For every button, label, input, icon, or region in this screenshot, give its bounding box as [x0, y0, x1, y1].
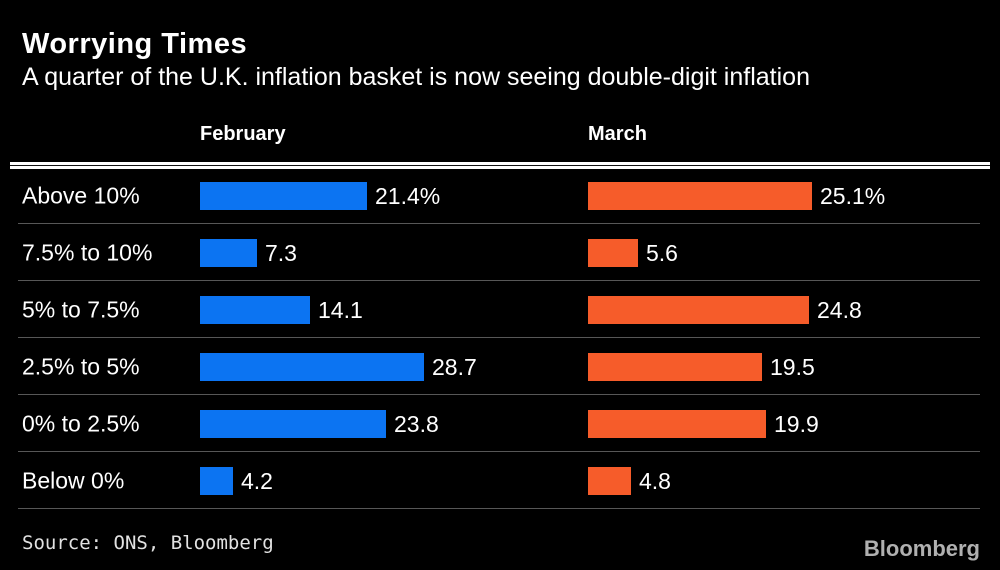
- category-label: 2.5% to 5%: [22, 353, 140, 380]
- category-label: 0% to 2.5%: [22, 410, 140, 437]
- march-value-label: 5.6: [646, 239, 678, 266]
- march-bar-cell: 4.8: [588, 467, 671, 495]
- chart-title: Worrying Times: [22, 28, 248, 60]
- march-bar-cell: 19.5: [588, 353, 815, 381]
- chart-row: Above 10% 21.4% 25.1%: [0, 167, 1000, 224]
- chart-row: 0% to 2.5% 23.8 19.9: [0, 395, 1000, 452]
- chart-row: 5% to 7.5% 14.1 24.8: [0, 281, 1000, 338]
- february-bar-cell: 23.8: [200, 410, 439, 438]
- category-label: Above 10%: [22, 182, 140, 209]
- february-value-label: 14.1: [318, 296, 363, 323]
- february-bar: [200, 239, 257, 267]
- march-bar-cell: 24.8: [588, 296, 862, 324]
- february-bar: [200, 353, 424, 381]
- march-bar-cell: 5.6: [588, 239, 678, 267]
- source-credit: Source: ONS, Bloomberg: [22, 532, 274, 554]
- march-bar: [588, 353, 762, 381]
- category-label: 7.5% to 10%: [22, 239, 153, 266]
- column-header-february: February: [200, 123, 286, 145]
- february-value-label: 7.3: [265, 239, 297, 266]
- february-bar-cell: 28.7: [200, 353, 477, 381]
- march-bar: [588, 239, 638, 267]
- chart-row: 7.5% to 10% 7.3 5.6: [0, 224, 1000, 281]
- february-value-label: 28.7: [432, 353, 477, 380]
- march-bar-cell: 19.9: [588, 410, 819, 438]
- march-bar: [588, 410, 766, 438]
- february-bar: [200, 467, 233, 495]
- march-value-label: 19.5: [770, 353, 815, 380]
- february-value-label: 23.8: [394, 410, 439, 437]
- header-rule: [10, 162, 990, 169]
- february-bar-cell: 4.2: [200, 467, 273, 495]
- march-value-label: 24.8: [817, 296, 862, 323]
- chart-rows: Above 10% 21.4% 25.1% 7.5% to 10% 7.3 5.…: [0, 167, 1000, 509]
- category-label: Below 0%: [22, 467, 125, 494]
- february-bar-cell: 14.1: [200, 296, 363, 324]
- february-bar: [200, 296, 310, 324]
- chart-row: Below 0% 4.2 4.8: [0, 452, 1000, 509]
- chart-row: 2.5% to 5% 28.7 19.5: [0, 338, 1000, 395]
- march-bar: [588, 296, 809, 324]
- chart-subtitle: A quarter of the U.K. inflation basket i…: [22, 63, 810, 91]
- february-bar: [200, 182, 367, 210]
- february-value-label: 4.2: [241, 467, 273, 494]
- february-bar-cell: 21.4%: [200, 182, 440, 210]
- bloomberg-logo: Bloomberg: [863, 536, 980, 561]
- column-header-march: March: [588, 123, 647, 145]
- march-value-label: 4.8: [639, 467, 671, 494]
- march-bar: [588, 467, 631, 495]
- march-value-label: 25.1%: [820, 182, 886, 209]
- march-bar-cell: 25.1%: [588, 182, 885, 210]
- category-label: 5% to 7.5%: [22, 296, 140, 323]
- march-value-label: 19.9: [774, 410, 819, 437]
- february-value-label: 21.4%: [375, 182, 441, 209]
- february-bar: [200, 410, 386, 438]
- march-bar: [588, 182, 812, 210]
- february-bar-cell: 7.3: [200, 239, 297, 267]
